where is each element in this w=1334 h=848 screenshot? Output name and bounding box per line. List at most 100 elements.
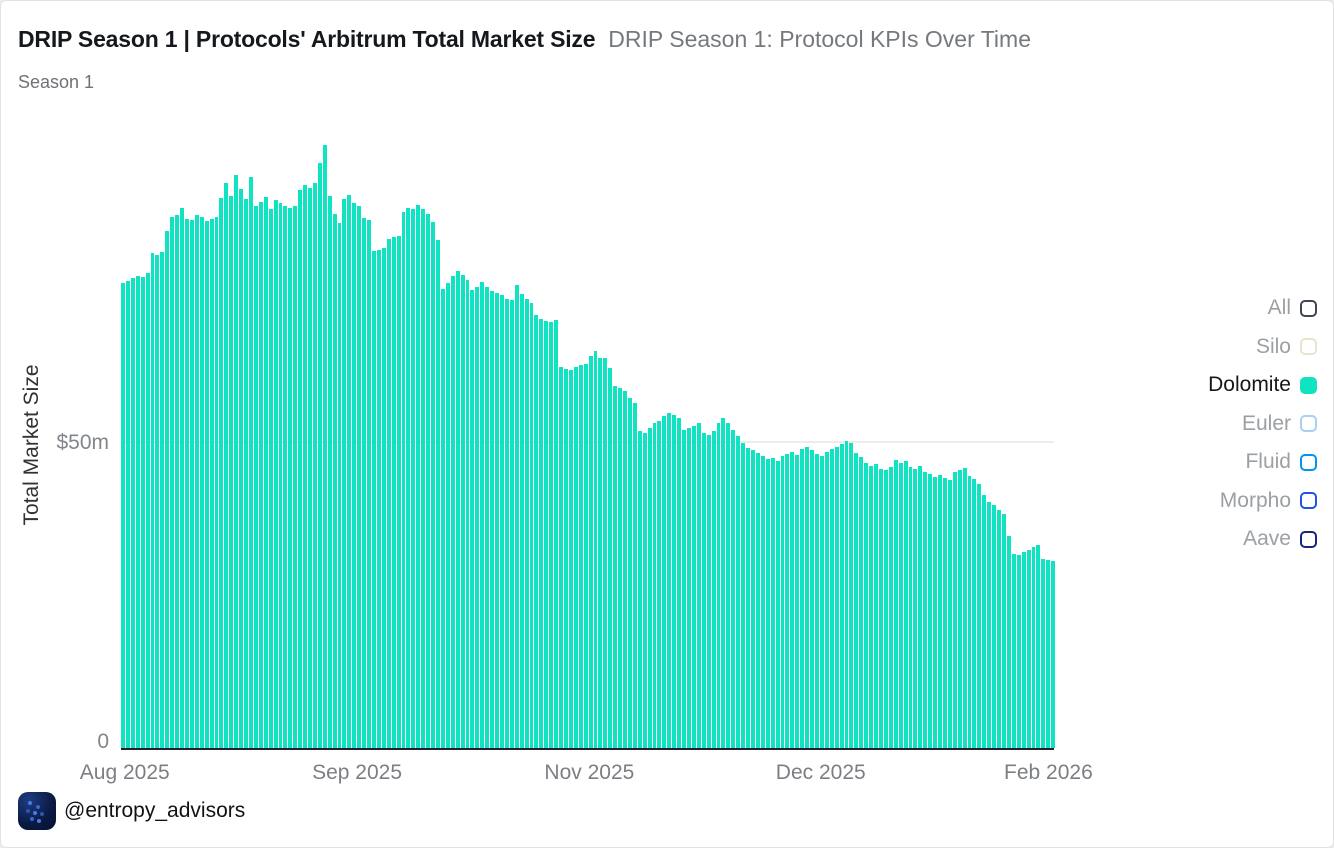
bar[interactable] (199, 217, 204, 748)
bar[interactable] (982, 494, 987, 748)
bar[interactable] (283, 206, 288, 748)
bar[interactable] (559, 366, 563, 748)
bar[interactable] (824, 451, 829, 748)
bar[interactable] (268, 209, 273, 748)
bar[interactable] (514, 285, 519, 748)
bar[interactable] (544, 321, 549, 748)
bar[interactable] (436, 239, 440, 748)
bar[interactable] (613, 386, 618, 748)
bar[interactable] (485, 286, 490, 748)
bar[interactable] (928, 474, 933, 748)
bar[interactable] (239, 188, 244, 748)
bar[interactable] (701, 433, 706, 748)
bar[interactable] (312, 183, 317, 748)
bar[interactable] (765, 459, 770, 748)
bar[interactable] (327, 195, 332, 748)
bar[interactable] (849, 443, 854, 748)
bar[interactable] (819, 455, 824, 748)
bar[interactable] (706, 435, 711, 748)
bar[interactable] (760, 456, 765, 748)
bar[interactable] (874, 464, 878, 748)
bar[interactable] (509, 300, 514, 748)
bar[interactable] (563, 368, 568, 748)
bar[interactable] (480, 281, 485, 748)
bar[interactable] (150, 253, 155, 748)
bar[interactable] (987, 502, 992, 748)
bar[interactable] (160, 252, 165, 748)
bar[interactable] (731, 430, 736, 748)
bar[interactable] (913, 469, 918, 748)
bar[interactable] (406, 207, 411, 748)
bar[interactable] (947, 479, 952, 748)
bar[interactable] (253, 205, 258, 748)
bar[interactable] (204, 220, 209, 748)
bar[interactable] (711, 430, 716, 748)
legend-item-silo[interactable]: Silo (1256, 328, 1317, 367)
bar[interactable] (780, 456, 785, 748)
bar[interactable] (209, 218, 214, 748)
bar[interactable] (125, 280, 130, 748)
bar[interactable] (746, 447, 750, 748)
bar[interactable] (854, 452, 859, 748)
bar[interactable] (465, 279, 470, 748)
bar[interactable] (1021, 551, 1026, 748)
bar[interactable] (627, 397, 632, 748)
bar[interactable] (672, 414, 677, 748)
bar[interactable] (421, 208, 426, 748)
bar[interactable] (637, 430, 642, 748)
bar[interactable] (180, 208, 184, 748)
bar[interactable] (135, 275, 140, 748)
bar[interactable] (598, 357, 603, 748)
bar[interactable] (908, 467, 913, 748)
bar[interactable] (445, 283, 450, 748)
legend-item-morpho[interactable]: Morpho (1220, 482, 1317, 521)
bar[interactable] (170, 217, 175, 748)
bar[interactable] (608, 367, 613, 748)
bar[interactable] (588, 356, 593, 748)
bar[interactable] (1011, 554, 1016, 748)
bar[interactable] (121, 283, 125, 748)
bar[interactable] (1036, 544, 1041, 748)
bar[interactable] (632, 402, 637, 748)
bar[interactable] (184, 218, 189, 748)
bar[interactable] (677, 418, 682, 748)
bar[interactable] (396, 235, 401, 748)
bar[interactable] (795, 455, 800, 748)
bar[interactable] (411, 209, 416, 748)
bar[interactable] (362, 217, 367, 748)
bar[interactable] (938, 475, 942, 748)
legend-item-aave[interactable]: Aave (1243, 520, 1317, 559)
bar[interactable] (263, 197, 268, 748)
bar[interactable] (504, 299, 509, 748)
bar[interactable] (189, 219, 194, 748)
bar[interactable] (568, 369, 573, 748)
bar[interactable] (942, 477, 947, 748)
bar[interactable] (416, 205, 421, 748)
bar[interactable] (219, 198, 224, 748)
bar[interactable] (898, 462, 903, 748)
bar[interactable] (155, 254, 160, 748)
bar[interactable] (234, 174, 239, 748)
bar[interactable] (903, 461, 908, 748)
bar[interactable] (519, 294, 524, 748)
bar[interactable] (288, 208, 293, 748)
bar[interactable] (682, 430, 687, 748)
bar[interactable] (859, 457, 864, 748)
bar[interactable] (308, 188, 312, 748)
bar[interactable] (962, 468, 967, 748)
bar[interactable] (967, 475, 972, 748)
bar[interactable] (367, 220, 372, 748)
bar[interactable] (696, 422, 701, 748)
bar[interactable] (667, 413, 672, 748)
bar[interactable] (741, 443, 746, 748)
bar[interactable] (376, 250, 381, 748)
bar[interactable] (878, 468, 883, 748)
bar[interactable] (657, 421, 662, 748)
bar[interactable] (652, 422, 657, 748)
bar[interactable] (869, 466, 874, 748)
legend-item-dolomite[interactable]: Dolomite (1208, 366, 1317, 405)
bar[interactable] (805, 446, 810, 748)
bar[interactable] (495, 292, 499, 748)
bar[interactable] (888, 467, 893, 748)
bar[interactable] (1046, 559, 1051, 748)
